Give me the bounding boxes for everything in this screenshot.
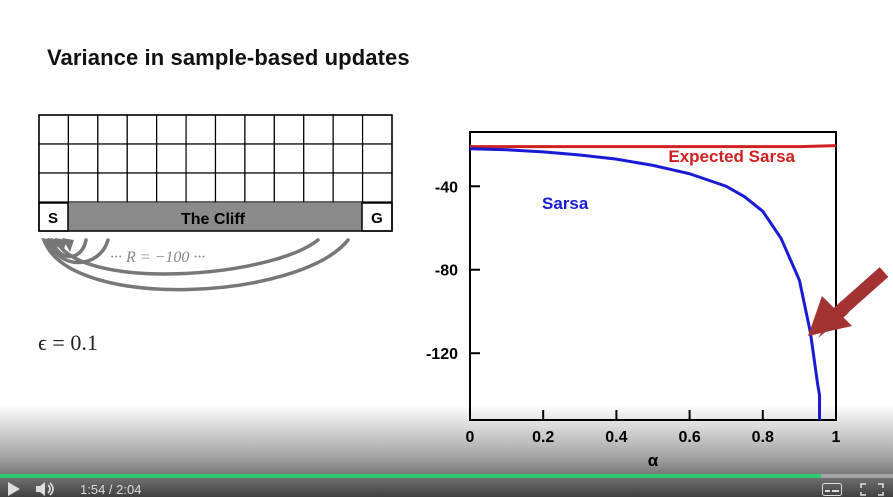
grid-cell	[185, 143, 217, 174]
y-tick-label: -40	[435, 179, 458, 196]
play-icon[interactable]	[8, 482, 20, 499]
grid-cell	[361, 114, 393, 145]
chart-labels: 0 0.2 0.4 0.6 0.8 1 -40 -80 -120 α Expected Sarsa S…	[426, 147, 841, 470]
progress-fill	[0, 474, 821, 478]
x-tick-label: 1	[832, 429, 841, 446]
grid-cell	[214, 143, 246, 174]
grid-cell	[67, 143, 99, 174]
y-tick-label: -80	[435, 263, 458, 280]
slide-title: Variance in sample-based updates	[47, 45, 410, 70]
grid-cell	[273, 143, 305, 174]
grid-cell	[273, 172, 305, 203]
epsilon-label: ϵ = 0.1	[38, 330, 98, 355]
x-tick-label: 0.6	[678, 429, 700, 446]
y-tick-label: -120	[426, 346, 458, 363]
x-tick-label: 0.2	[532, 429, 554, 446]
grid-cell	[97, 114, 128, 145]
grid-cell	[38, 172, 70, 203]
grid-cell	[214, 172, 246, 203]
grid-cell	[38, 114, 70, 145]
x-axis-label: α	[648, 451, 659, 470]
fullscreen-icon[interactable]	[860, 483, 884, 499]
grid-cell	[244, 114, 275, 145]
progress-bar[interactable]	[0, 474, 893, 478]
grid-cell	[67, 172, 99, 203]
reward-label: ··· R = −100 ···	[110, 249, 205, 266]
captions-icon[interactable]	[822, 483, 842, 499]
x-tick-label: 0.4	[605, 429, 627, 446]
arrowheads	[41, 238, 74, 252]
grid-cell	[156, 143, 187, 174]
grid-cell	[332, 143, 364, 174]
grid-cell	[332, 172, 364, 203]
volume-icon[interactable]	[36, 482, 56, 499]
plot-frame	[469, 131, 837, 421]
grid-cell	[361, 143, 393, 174]
start-label: S	[48, 210, 58, 227]
cliff-region	[68, 203, 362, 231]
cliff-gridworld: S The Cliff G ··· R = −100 ···	[38, 114, 393, 292]
grid-border	[38, 114, 393, 232]
grid-cell	[185, 172, 217, 203]
chart-axes	[469, 131, 837, 421]
grid-cell	[126, 143, 158, 174]
series-line-sarsa	[469, 147, 822, 420]
series-label-expected-sarsa: Expected Sarsa	[668, 147, 795, 166]
goal-cell	[361, 202, 393, 232]
grid-cell	[97, 143, 128, 174]
chart-series	[469, 144, 837, 420]
grid-cells	[38, 114, 393, 203]
pointer-arrow	[808, 267, 889, 338]
x-tick-label: 0.8	[752, 429, 774, 446]
series-label-sarsa: Sarsa	[542, 194, 589, 213]
time-display: 1:54 / 2:04	[80, 482, 142, 497]
x-tick-label: 0	[466, 429, 475, 446]
series-line-expected-sarsa	[470, 144, 837, 149]
cliff-label: The Cliff	[181, 211, 246, 228]
goal-label: G	[371, 210, 383, 227]
grid-cell	[156, 172, 187, 203]
player-controls: 1:54 / 2:04	[0, 480, 893, 497]
